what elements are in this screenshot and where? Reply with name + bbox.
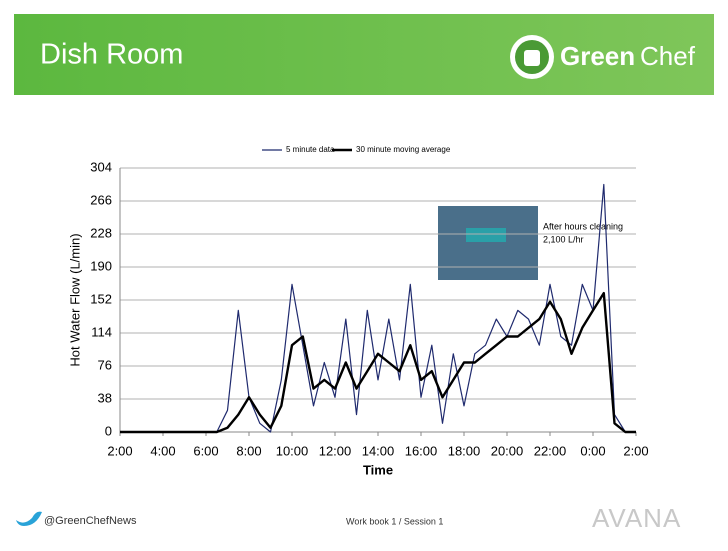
y-tick-label: 228 <box>90 225 112 240</box>
inset-photo-hose <box>466 228 506 242</box>
y-tick-label: 190 <box>90 258 112 273</box>
logo-text-2: Chef <box>640 41 696 71</box>
y-tick-label: 38 <box>98 390 112 405</box>
x-tick-label: 18:00 <box>448 443 481 458</box>
x-axis-label: Time <box>363 462 393 477</box>
twitter-handle[interactable]: @GreenChefNews <box>44 515 137 527</box>
inset-photo <box>438 206 538 280</box>
session-label: Work book 1 / Session 1 <box>346 516 443 526</box>
x-tick-label: 0:00 <box>580 443 605 458</box>
logo-text-1: Green <box>560 41 635 71</box>
y-axis-label: Hot Water Flow (L/min) <box>67 233 82 366</box>
x-tick-label: 8:00 <box>236 443 261 458</box>
x-tick-label: 10:00 <box>276 443 309 458</box>
annotation: 2,100 L/hr <box>543 234 584 244</box>
x-tick-label: 4:00 <box>150 443 175 458</box>
x-tick-label: 2:00 <box>623 443 648 458</box>
x-tick-label: 22:00 <box>534 443 567 458</box>
twitter-icon <box>16 511 42 526</box>
x-tick-label: 14:00 <box>362 443 395 458</box>
x-tick-label: 12:00 <box>319 443 352 458</box>
x-tick-label: 16:00 <box>405 443 438 458</box>
logo-hat <box>524 50 540 66</box>
y-tick-label: 304 <box>90 159 112 174</box>
x-tick-label: 6:00 <box>193 443 218 458</box>
x-tick-label: 2:00 <box>107 443 132 458</box>
y-tick-label: 266 <box>90 192 112 207</box>
legend-label: 30 minute moving average <box>356 145 451 154</box>
y-tick-label: 0 <box>105 423 112 438</box>
slide-title: Dish Room <box>40 39 183 71</box>
y-tick-label: 76 <box>98 357 112 372</box>
y-tick-label: 152 <box>90 291 112 306</box>
y-tick-label: 114 <box>91 324 112 339</box>
annotation: After hours cleaning <box>543 221 623 231</box>
legend-label: 5 minute data <box>286 145 335 154</box>
avana-brand: AVANA <box>592 503 681 533</box>
header-band <box>14 14 714 95</box>
x-tick-label: 20:00 <box>491 443 524 458</box>
series-line <box>120 291 636 434</box>
